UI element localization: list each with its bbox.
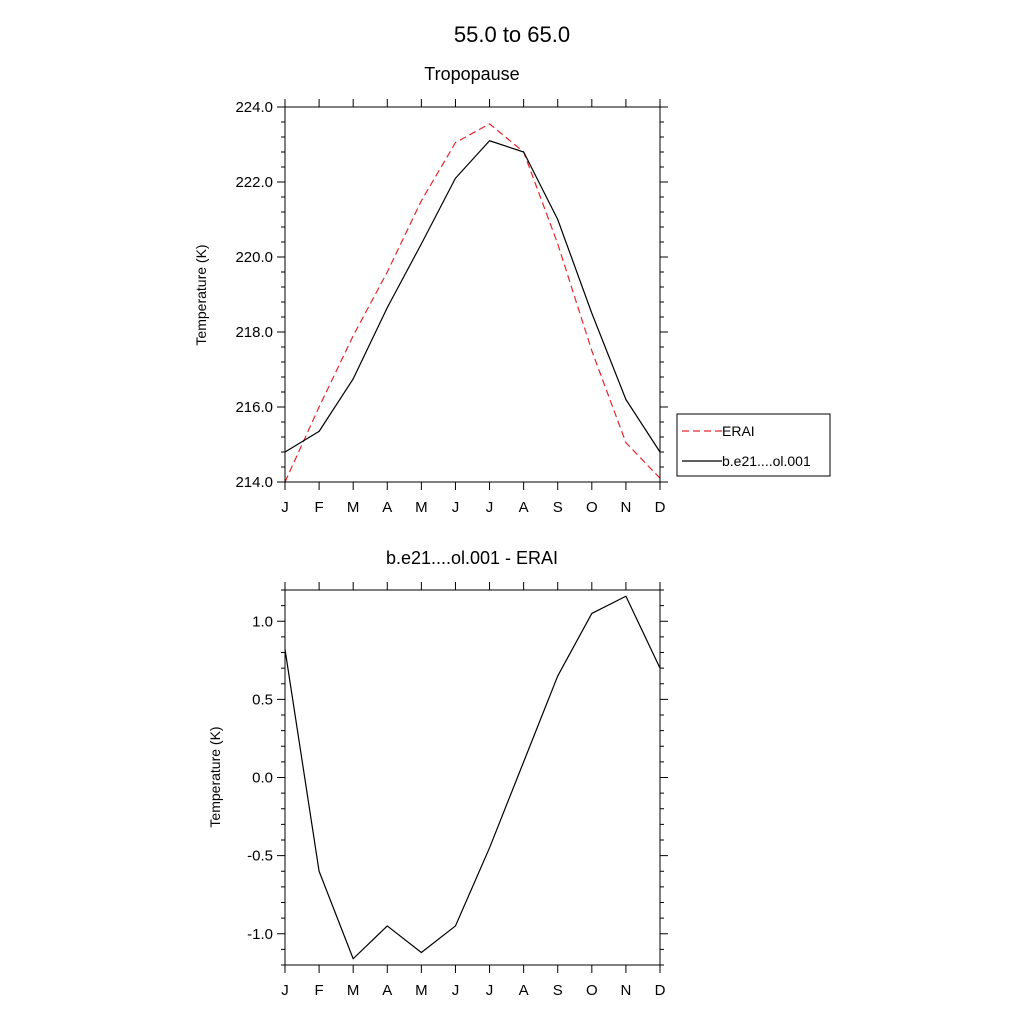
- bottom-panel-series-line-0: [284, 595, 661, 960]
- top-panel-y-tick-label: 224.0: [235, 99, 273, 116]
- top-panel-x-tick-label: O: [586, 499, 598, 516]
- legend-box: [676, 413, 831, 477]
- bottom-panel-x-tick-label: A: [519, 982, 529, 999]
- top-panel-x-tick-label: N: [620, 499, 631, 516]
- top-panel-x-tick-label: F: [315, 499, 324, 516]
- top-panel-x-tick-label: M: [415, 499, 428, 516]
- top-panel-series-line-1: [284, 140, 661, 453]
- top-panel-x-tick-label: A: [519, 499, 529, 516]
- bottom-panel-y-tick-label: 0.0: [252, 770, 273, 787]
- bottom-panel-y-tick-label: -0.5: [247, 848, 273, 865]
- bottom-panel-x-tick-label: S: [553, 982, 563, 999]
- top-panel-series-line-0: [284, 123, 661, 483]
- bottom-panel: b.e21....ol.001 - ERAI Temperature (K) J…: [207, 548, 668, 999]
- bottom-panel-x-tick-label: A: [382, 982, 392, 999]
- legend: ERAI b.e21....ol.001: [676, 413, 831, 477]
- top-panel-y-tick-label: 220.0: [235, 249, 273, 266]
- top-panel-x-tick-label: J: [486, 499, 494, 516]
- bottom-panel-x-tick-label: J: [281, 982, 289, 999]
- top-panel-x-tick-label: M: [347, 499, 360, 516]
- top-panel-y-tick-label: 222.0: [235, 174, 273, 191]
- bottom-panel-y-axis-label: Temperature (K): [207, 726, 223, 827]
- bottom-panel-x-tick-label: O: [586, 982, 598, 999]
- top-panel-x-tick-label: A: [382, 499, 392, 516]
- bottom-panel-x-tick-label: J: [452, 982, 460, 999]
- bottom-panel-frame: [284, 589, 661, 966]
- legend-label-erai: ERAI: [722, 423, 755, 439]
- top-panel-x-tick-label: J: [452, 499, 460, 516]
- top-panel-y-tick-label: 216.0: [235, 399, 273, 416]
- bottom-panel-x-tick-label: N: [620, 982, 631, 999]
- bottom-panel-x-tick-label: D: [655, 982, 666, 999]
- top-panel-frame: [284, 106, 661, 483]
- bottom-panel-y-tick-label: -1.0: [247, 926, 273, 943]
- top-panel-y-tick-label: 214.0: [235, 474, 273, 491]
- legend-label-model: b.e21....ol.001: [722, 453, 811, 469]
- top-panel-title: Tropopause: [424, 64, 519, 84]
- bottom-panel-y-tick-label: 1.0: [252, 613, 273, 630]
- bottom-panel-x-tick-label: M: [415, 982, 428, 999]
- bottom-panel-x-tick-label: M: [347, 982, 360, 999]
- bottom-panel-title: b.e21....ol.001 - ERAI: [386, 548, 558, 568]
- bottom-panel-y-tick-label: 0.5: [252, 691, 273, 708]
- top-panel-x-tick-label: S: [553, 499, 563, 516]
- top-panel-y-axis-label: Temperature (K): [193, 244, 209, 345]
- figure-title: 55.0 to 65.0: [454, 22, 570, 47]
- bottom-panel-x-tick-label: J: [486, 982, 494, 999]
- top-panel: Tropopause Temperature (K) J F M A M J J A S O N D 2…: [193, 64, 668, 516]
- bottom-panel-x-tick-label: F: [315, 982, 324, 999]
- top-panel-x-tick-label: D: [655, 499, 666, 516]
- top-panel-x-tick-label: J: [281, 499, 289, 516]
- top-panel-y-tick-label: 218.0: [235, 324, 273, 341]
